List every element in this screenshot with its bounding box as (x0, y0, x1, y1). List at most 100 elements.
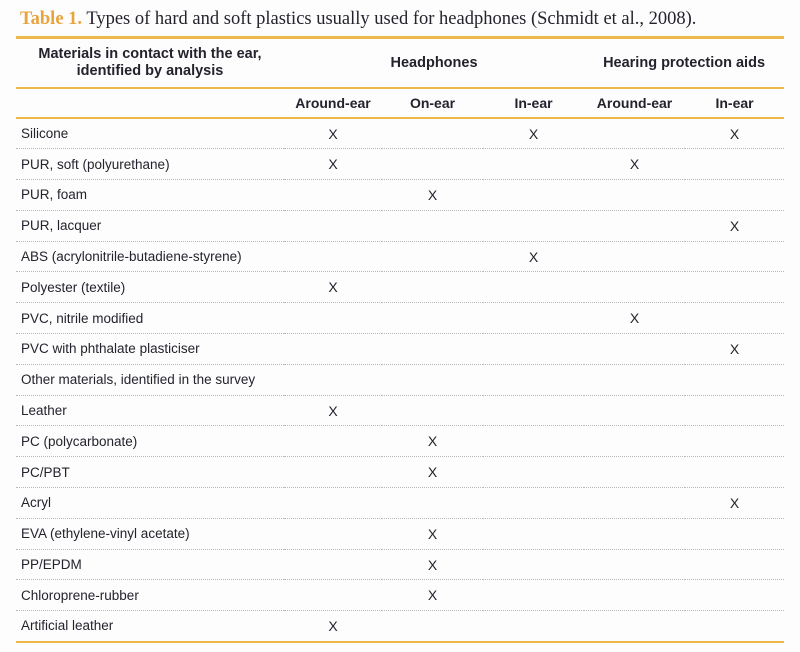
mark-empty (284, 364, 382, 396)
material-name: ABS (acrylonitrile-butadiene-styrene) (16, 241, 284, 273)
mark-empty (685, 148, 785, 181)
mark-empty (284, 487, 382, 519)
material-name: PC (polycarbonate) (16, 425, 284, 458)
table-row: Artificial leather X (16, 610, 785, 643)
mark-empty (284, 549, 382, 581)
mark-empty (284, 210, 382, 242)
mark-x: X (284, 610, 382, 643)
mark-empty (685, 364, 785, 396)
materials-header-line1: Materials in contact with the ear, (38, 46, 262, 62)
table-row: Other materials, identified in the surve… (16, 364, 785, 396)
mark-empty (685, 518, 785, 550)
mark-empty (584, 241, 686, 273)
material-name: PVC, nitrile modified (16, 302, 284, 335)
mark-empty (284, 456, 382, 489)
mark-empty (382, 118, 483, 150)
table-header: Materials in contact with the ear, ident… (16, 36, 785, 119)
mark-x: X (685, 487, 785, 519)
material-name: PC/PBT (16, 456, 284, 489)
mark-empty (382, 271, 483, 304)
column-header: In-ear (685, 88, 785, 119)
mark-empty (584, 518, 686, 550)
table-caption: Table 1. Types of hard and soft plastics… (16, 6, 784, 32)
column-header: On-ear (382, 88, 483, 119)
table-row: Chloroprene-rubber X (16, 579, 785, 612)
mark-empty (382, 395, 483, 427)
subheader-row: Around-ear On-ear In-ear Around-ear In-ear (16, 88, 785, 119)
material-name: Other materials, identified in the surve… (16, 364, 284, 396)
mark-x: X (284, 118, 382, 150)
materials-table: Materials in contact with the ear, ident… (16, 36, 785, 643)
table-row: PUR, lacquer X (16, 210, 785, 242)
mark-empty (685, 549, 785, 581)
table-row: PUR, soft (polyurethane) X X (16, 148, 785, 181)
mark-empty (584, 364, 686, 396)
mark-empty (685, 179, 785, 211)
table-row: Leather X (16, 395, 785, 427)
mark-empty (584, 425, 686, 458)
column-header: Around-ear (284, 88, 382, 119)
materials-header-line2: identified by analysis (76, 63, 224, 79)
mark-empty (685, 241, 785, 273)
table-row: PP/EPDM X (16, 549, 785, 581)
mark-empty (284, 302, 382, 335)
mark-empty (685, 579, 785, 612)
mark-empty (483, 364, 585, 396)
mark-x: X (284, 148, 382, 181)
mark-empty (584, 610, 686, 643)
mark-empty (382, 148, 483, 181)
mark-empty (483, 579, 585, 612)
material-name: Silicone (16, 118, 284, 150)
mark-empty (483, 549, 585, 581)
table-row: Silicone X X X (16, 118, 785, 150)
mark-empty (584, 395, 686, 427)
table-row: Polyester (textile) X (16, 271, 785, 304)
material-name: PP/EPDM (16, 549, 284, 581)
mark-empty (685, 425, 785, 458)
mark-x: X (382, 456, 483, 489)
mark-empty (382, 487, 483, 519)
table-row: EVA (ethylene-vinyl acetate) X (16, 518, 785, 550)
mark-empty (685, 610, 785, 643)
mark-x: X (685, 118, 785, 150)
material-name: PUR, soft (polyurethane) (16, 148, 284, 181)
mark-empty (483, 518, 585, 550)
mark-empty (685, 456, 785, 489)
material-name: PUR, foam (16, 179, 284, 211)
mark-x: X (382, 549, 483, 581)
mark-x: X (382, 179, 483, 211)
mark-empty (584, 549, 686, 581)
material-name: PUR, lacquer (16, 210, 284, 242)
mark-x: X (382, 518, 483, 550)
column-header: In-ear (483, 88, 585, 119)
material-name: EVA (ethylene-vinyl acetate) (16, 518, 284, 550)
mark-empty (284, 518, 382, 550)
mark-empty (584, 271, 686, 304)
table-row: Acryl X (16, 487, 785, 519)
mark-empty (584, 118, 686, 150)
mark-empty (382, 302, 483, 335)
table-body: Silicone X X X PUR, soft (polyurethane) X X PUR… (16, 118, 785, 643)
table-caption-text: Types of hard and soft plastics usually … (86, 9, 697, 29)
mark-empty (284, 579, 382, 612)
group-header-row: Materials in contact with the ear, ident… (16, 36, 785, 89)
mark-x: X (584, 148, 686, 181)
mark-empty (284, 241, 382, 273)
material-name: Polyester (textile) (16, 271, 284, 304)
mark-empty (483, 302, 585, 335)
mark-empty (483, 148, 585, 181)
mark-empty (483, 425, 585, 458)
table-row: PC/PBT X (16, 456, 785, 489)
mark-x: X (685, 333, 785, 365)
mark-empty (685, 271, 785, 304)
mark-empty (685, 302, 785, 335)
mark-empty (483, 610, 585, 643)
table-row: PVC with phthalate plasticiser X (16, 333, 785, 365)
mark-empty (584, 487, 686, 519)
mark-x: X (284, 395, 382, 427)
mark-empty (584, 333, 686, 365)
table-row: PVC, nitrile modified X (16, 302, 785, 335)
material-name: Artificial leather (16, 610, 284, 643)
mark-empty (483, 179, 585, 211)
mark-empty (584, 179, 686, 211)
